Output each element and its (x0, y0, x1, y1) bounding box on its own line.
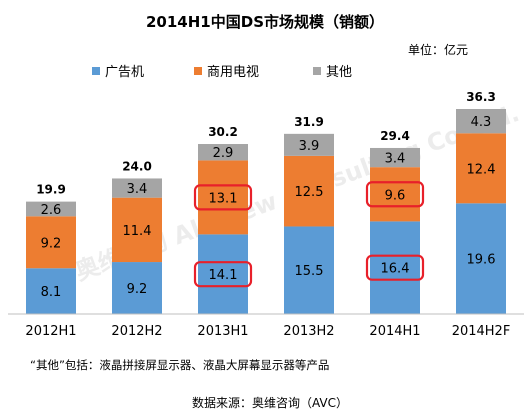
value-label-other-2014h1: 3.4 (385, 152, 406, 167)
total-label-2012h1: 19.9 (36, 183, 66, 197)
bar-other-2012h1 (26, 201, 76, 217)
total-label-2013h1: 30.2 (208, 125, 238, 139)
x-tick-label-2013h1: 2013H1 (197, 324, 248, 339)
total-label-2014h1: 29.4 (380, 129, 410, 143)
value-label-commercial-tv-2014h1: 9.6 (385, 188, 406, 203)
legend-swatch-ad-player (92, 67, 100, 75)
value-label-other-2013h1: 2.9 (213, 146, 234, 161)
legend-label-other: 其他 (326, 65, 352, 80)
value-label-ad-player-2014h1: 16.4 (381, 262, 410, 277)
bar-commercial-tv-2012h1 (26, 216, 76, 269)
bar-ad-player-2013h1 (198, 234, 248, 314)
bar-ad-player-2012h1 (26, 268, 76, 314)
bar-other-2013h2 (284, 133, 334, 156)
bar-ad-player-2014h2f (456, 203, 506, 314)
bar-other-2014h2f (456, 109, 506, 134)
value-label-commercial-tv-2012h1: 9.2 (41, 236, 62, 251)
bar-commercial-tv-2014h1 (370, 167, 420, 222)
value-label-other-2014h2f: 4.3 (471, 115, 492, 130)
x-tick-label-2014h2f: 2014H2F (452, 324, 511, 339)
value-label-other-2012h1: 2.6 (41, 203, 62, 218)
value-label-ad-player-2013h2: 15.5 (295, 264, 324, 279)
legend-swatch-other (313, 67, 321, 75)
value-label-ad-player-2013h1: 14.1 (209, 268, 238, 283)
legend: 广告机 商用电视 其他 (92, 65, 352, 80)
x-tick-label-2012h2: 2012H2 (111, 324, 162, 339)
value-label-ad-player-2014h2f: 19.6 (467, 253, 496, 268)
highlight-box-ad-player-2013h1 (193, 261, 253, 288)
value-label-commercial-tv-2014h2f: 12.4 (467, 162, 496, 177)
x-tick-label-2012h1: 2012H1 (25, 324, 76, 339)
x-tick-label-2013h2: 2013H2 (283, 324, 334, 339)
bar-ad-player-2014h1 (370, 221, 420, 314)
bar-commercial-tv-2013h2 (284, 155, 334, 227)
legend-swatch-commercial-tv (194, 67, 202, 75)
value-label-commercial-tv-2013h2: 12.5 (295, 185, 324, 200)
bar-other-2014h1 (370, 147, 420, 168)
highlight-box-commercial-tv-2013h1 (193, 184, 253, 211)
bar-ad-player-2013h2 (284, 226, 334, 314)
value-label-ad-player-2012h2: 9.2 (127, 282, 148, 297)
bar-other-2012h2 (112, 178, 162, 198)
chart-title: 2014H1中国DS市场规模（销额） (146, 13, 384, 31)
bar-commercial-tv-2012h2 (112, 197, 162, 263)
total-label-2012h2: 24.0 (122, 159, 152, 173)
bar-commercial-tv-2013h1 (198, 160, 248, 235)
legend-label-ad-player: 广告机 (105, 65, 144, 80)
value-label-ad-player-2012h1: 8.1 (41, 285, 62, 300)
bar-commercial-tv-2014h2f (456, 133, 506, 204)
total-label-2014h2f: 36.3 (466, 90, 496, 104)
legend-label-commercial-tv: 商用电视 (207, 65, 259, 80)
value-label-other-2013h2: 3.9 (299, 139, 320, 154)
bar-other-2013h1 (198, 144, 248, 161)
total-label-2013h2: 31.9 (294, 115, 324, 129)
unit-label: 单位：亿元 (408, 42, 468, 57)
bar-ad-player-2012h2 (112, 262, 162, 314)
highlight-box-ad-player-2014h1 (365, 254, 425, 281)
x-tick-label-2014h1: 2014H1 (369, 324, 420, 339)
value-label-other-2012h2: 3.4 (127, 182, 148, 197)
source-note: 数据来源：奥维咨询（AVC） (192, 395, 348, 410)
highlight-box-commercial-tv-2014h1 (365, 181, 425, 208)
footnote: “其他”包括：液晶拼接屏显示器、液晶大屏幕显示器等产品 (30, 358, 329, 372)
value-label-commercial-tv-2012h2: 11.4 (123, 224, 152, 239)
value-label-commercial-tv-2013h1: 13.1 (209, 191, 238, 206)
